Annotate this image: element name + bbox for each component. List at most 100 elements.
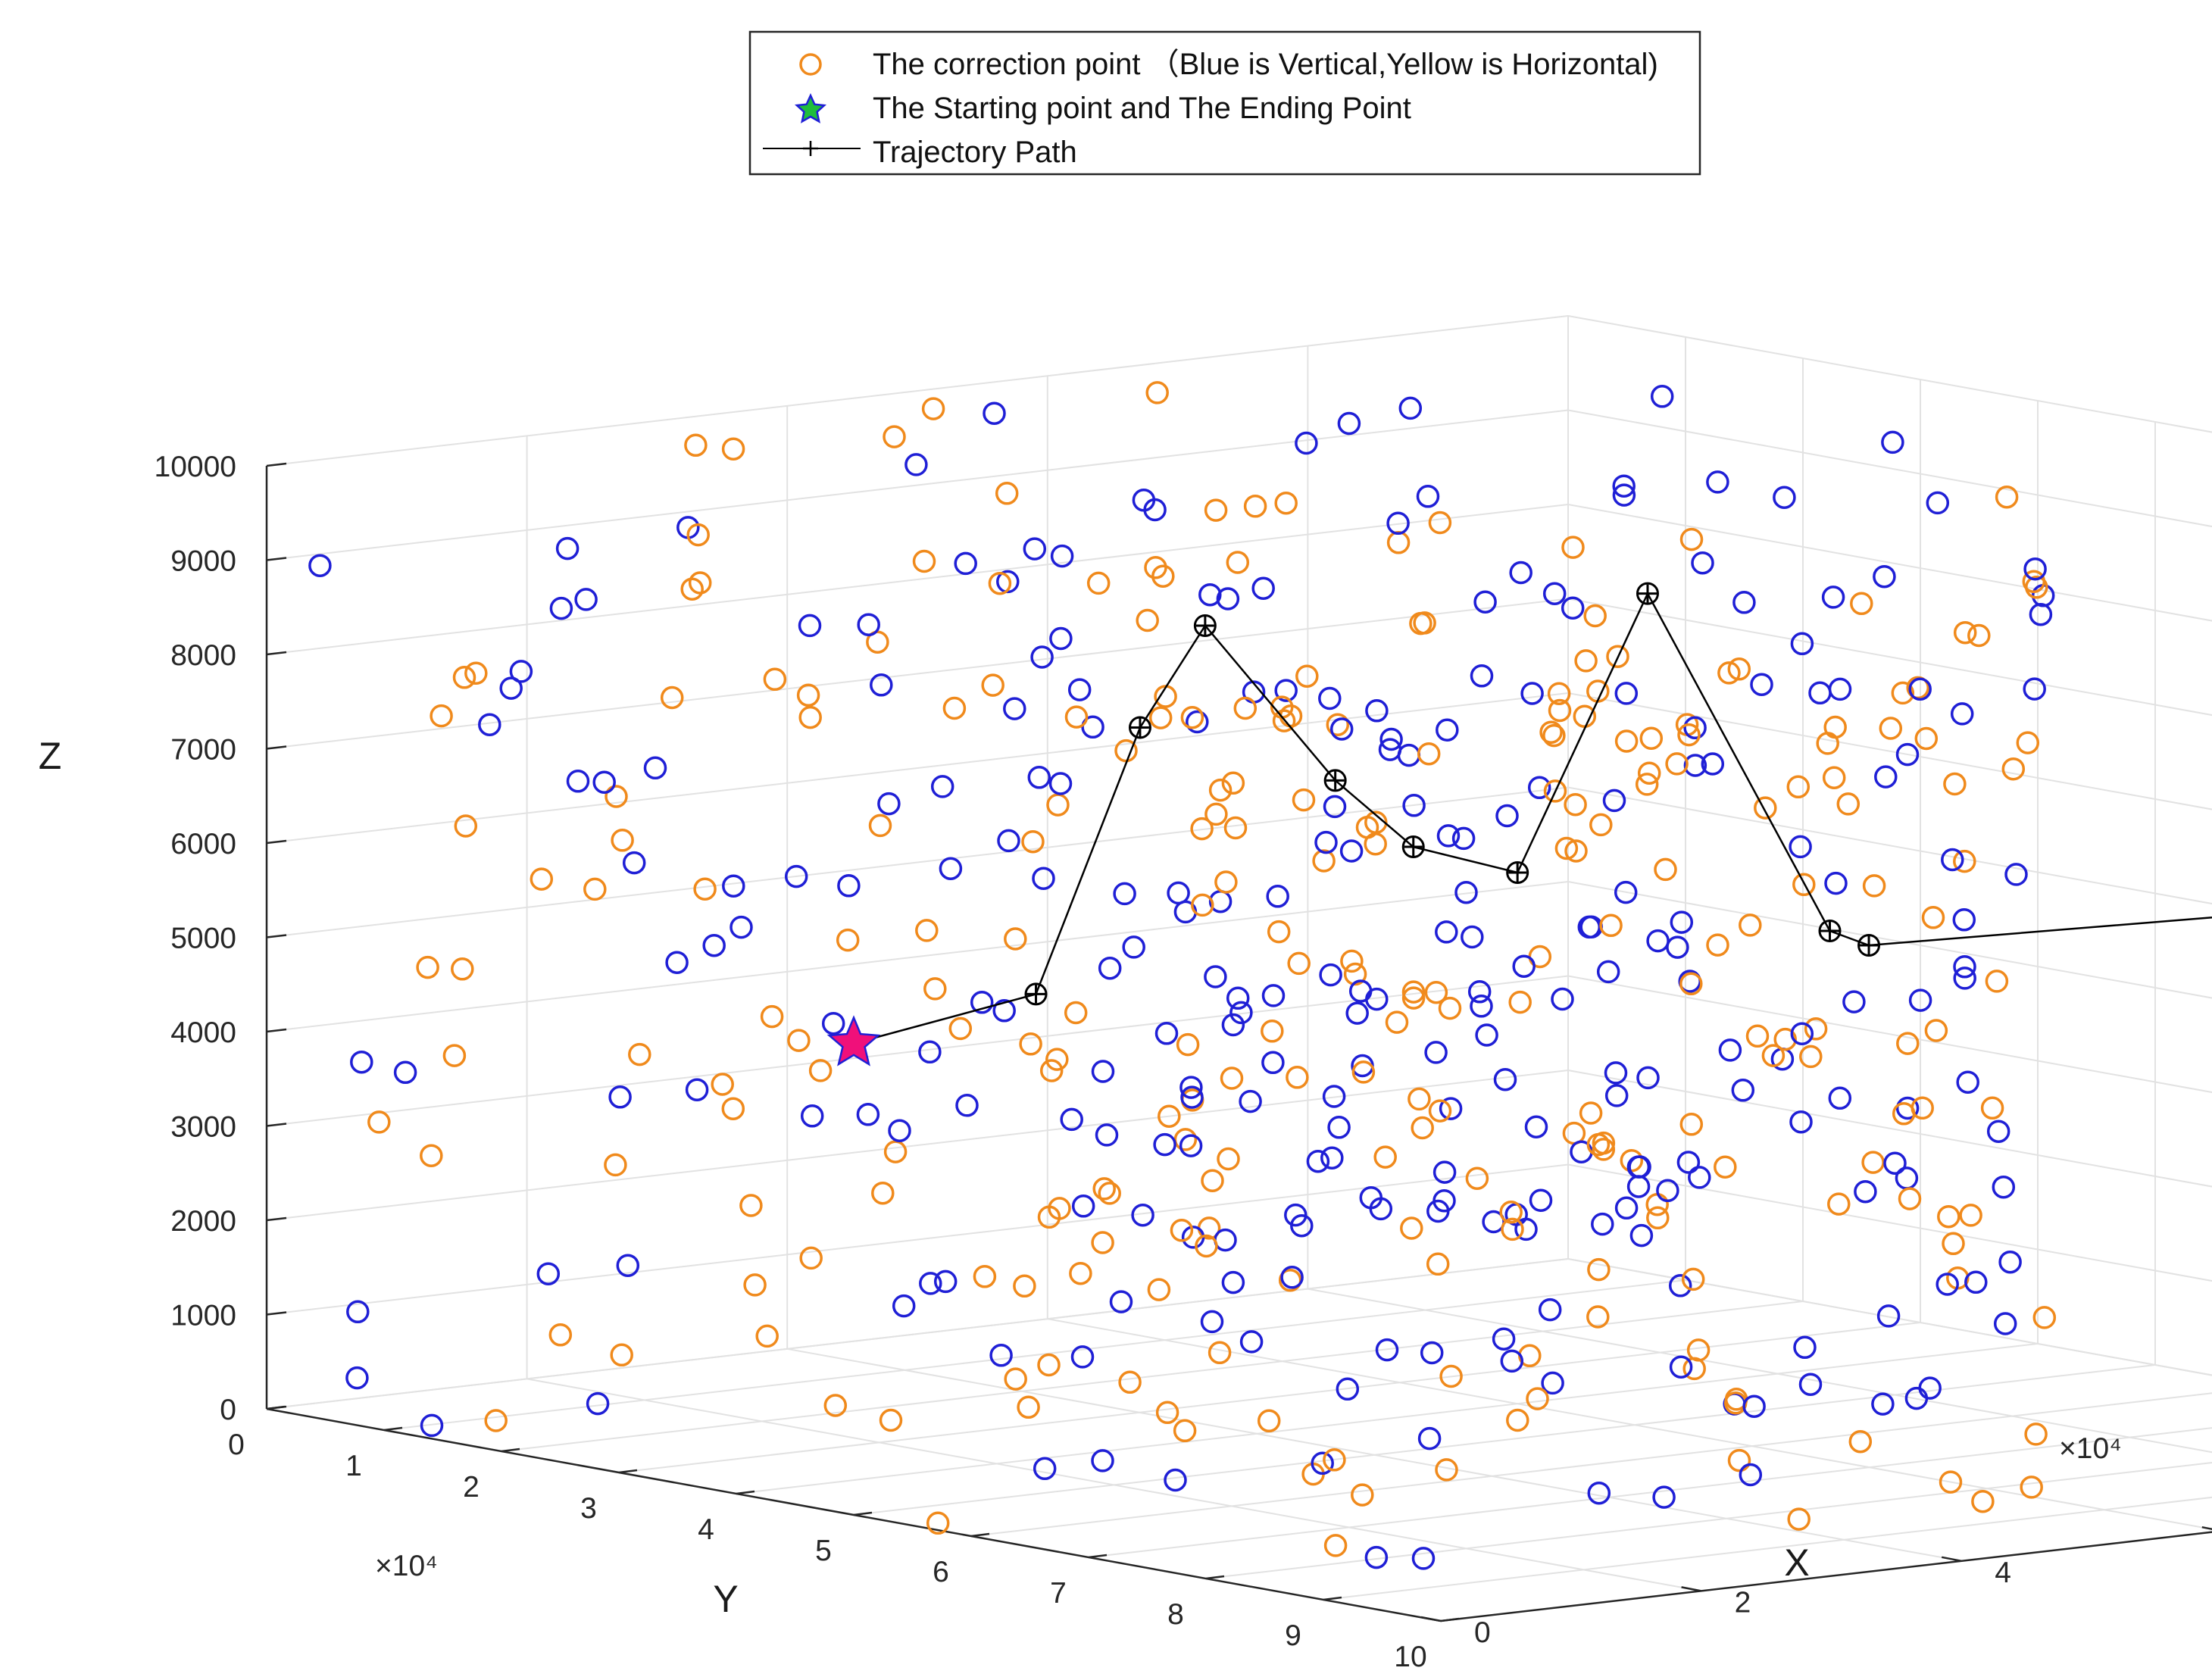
vertical-correction-point: [1683, 754, 1707, 777]
horizontal-correction-point: [2020, 1476, 2043, 1499]
horizontal-correction-point: [1092, 1177, 1116, 1201]
horizontal-correction-point: [1499, 1201, 1523, 1224]
trajectory-node-plus: [1195, 617, 1214, 636]
x-tick: [1681, 1586, 1701, 1592]
vertical-correction-point: [1266, 885, 1289, 908]
vertical-correction-point: [1842, 990, 1866, 1013]
y-tick-label: 7: [1050, 1577, 1067, 1610]
grid-line: [1323, 1496, 2212, 1600]
horizontal-correction-point: [1064, 1001, 1088, 1025]
vertical-correction-point: [1646, 929, 1670, 953]
horizontal-correction-point: [1045, 1048, 1069, 1071]
horizontal-correction-point: [1428, 1099, 1452, 1123]
horizontal-correction-point: [1039, 1059, 1064, 1082]
vertical-correction-point: [1154, 1022, 1179, 1045]
vertical-correction-point: [1688, 1166, 1711, 1189]
trajectory-node-circle: [1024, 982, 1048, 1006]
vertical-correction-point: [1311, 1451, 1334, 1476]
vertical-correction-point: [1336, 1377, 1360, 1401]
trajectory-node-circle: [1818, 920, 1842, 942]
horizontal-correction-point: [1924, 1019, 1948, 1042]
vertical-correction-point: [2029, 602, 2053, 626]
y-tick: [1205, 1575, 1225, 1580]
vertical-correction-point: [1798, 1373, 1823, 1396]
vertical-correction-point: [821, 1011, 845, 1035]
vertical-correction-point: [1854, 1179, 1877, 1204]
z-tick: [266, 745, 287, 750]
grid-line: [1567, 692, 2212, 810]
horizontal-correction-point: [2032, 1306, 2057, 1329]
vertical-correction-point: [1808, 681, 1832, 705]
grid-line: [1567, 504, 2212, 622]
vertical-correction-point: [1629, 1223, 1654, 1248]
horizontal-correction-point: [611, 829, 634, 852]
x-tick-label: 2: [1735, 1586, 1751, 1619]
vertical-correction-point: [1828, 1086, 1852, 1110]
grid-layer: [266, 315, 2212, 1622]
start-point-star: [826, 1015, 881, 1066]
vertical-correction-point: [1701, 752, 1725, 776]
vertical-correction-point: [1454, 880, 1478, 904]
horizontal-correction-point: [548, 1323, 573, 1347]
horizontal-correction-point: [1098, 1182, 1121, 1205]
y-tick: [618, 1469, 638, 1474]
z-tick-label: 10000: [155, 451, 236, 483]
horizontal-correction-point: [973, 1265, 997, 1288]
vertical-correction-point: [685, 1078, 709, 1101]
vertical-correction-point: [1828, 677, 1852, 701]
horizontal-correction-point: [921, 397, 945, 420]
y-tick: [970, 1532, 990, 1538]
horizontal-correction-point: [2001, 757, 2026, 781]
horizontal-correction-point: [923, 977, 947, 1001]
horizontal-correction-point: [1953, 620, 1977, 645]
vertical-correction-point: [1098, 956, 1122, 980]
horizontal-correction-point: [610, 1343, 633, 1367]
horizontal-correction-point: [1180, 705, 1204, 729]
horizontal-correction-point: [1804, 1017, 1828, 1041]
trajectory-layer: [826, 582, 2212, 1066]
vertical-correction-point: [1908, 988, 1932, 1012]
vertical-correction-point: [954, 551, 977, 576]
horizontal-correction-point: [755, 1324, 779, 1348]
vertical-correction-point: [1750, 673, 1773, 696]
horizontal-correction-point: [1679, 1113, 1704, 1136]
horizontal-correction-point: [868, 814, 892, 838]
vertical-correction-point: [1070, 1345, 1095, 1369]
horizontal-correction-point: [1891, 681, 1915, 705]
vertical-correction-point: [1789, 835, 1812, 859]
vertical-correction-point: [1095, 1123, 1119, 1147]
horizontal-correction-point: [1407, 1087, 1431, 1111]
grid-line: [1567, 1070, 2212, 1188]
vertical-correction-point: [586, 1391, 610, 1416]
vertical-correction-point: [1023, 537, 1047, 561]
vertical-correction-point: [1467, 980, 1492, 1004]
vertical-correction-point: [549, 596, 573, 620]
vertical-correction-point: [536, 1262, 561, 1285]
legend-marker-star: [794, 92, 827, 123]
horizontal-correction-point: [420, 1144, 443, 1167]
vertical-correction-point: [1167, 881, 1190, 905]
horizontal-correction-point: [688, 571, 712, 595]
vertical-correction-point: [996, 570, 1020, 594]
horizontal-correction-point: [823, 1394, 848, 1417]
horizontal-correction-point: [1411, 1116, 1434, 1140]
vertical-correction-point: [1706, 470, 1729, 494]
z-tick: [266, 934, 287, 938]
vertical-correction-point: [1871, 1392, 1895, 1416]
y-tick-label: 0: [228, 1429, 245, 1461]
z-tick-label: 5000: [170, 923, 236, 955]
vertical-correction-point: [933, 1269, 958, 1294]
horizontal-correction-point: [1204, 802, 1228, 826]
grid-line: [501, 1301, 1804, 1452]
horizontal-correction-point: [1004, 927, 1027, 951]
horizontal-correction-point: [912, 549, 936, 573]
horizontal-correction-point: [1173, 1419, 1197, 1443]
vertical-correction-point: [1742, 1394, 1766, 1418]
vertical-correction-point: [1345, 1001, 1369, 1025]
vertical-correction-point: [1676, 1151, 1701, 1174]
vertical-correction-point: [1261, 1051, 1285, 1075]
grid-line: [853, 1364, 2156, 1516]
vertical-correction-point: [1953, 955, 1976, 979]
grid-line: [266, 1258, 1569, 1410]
